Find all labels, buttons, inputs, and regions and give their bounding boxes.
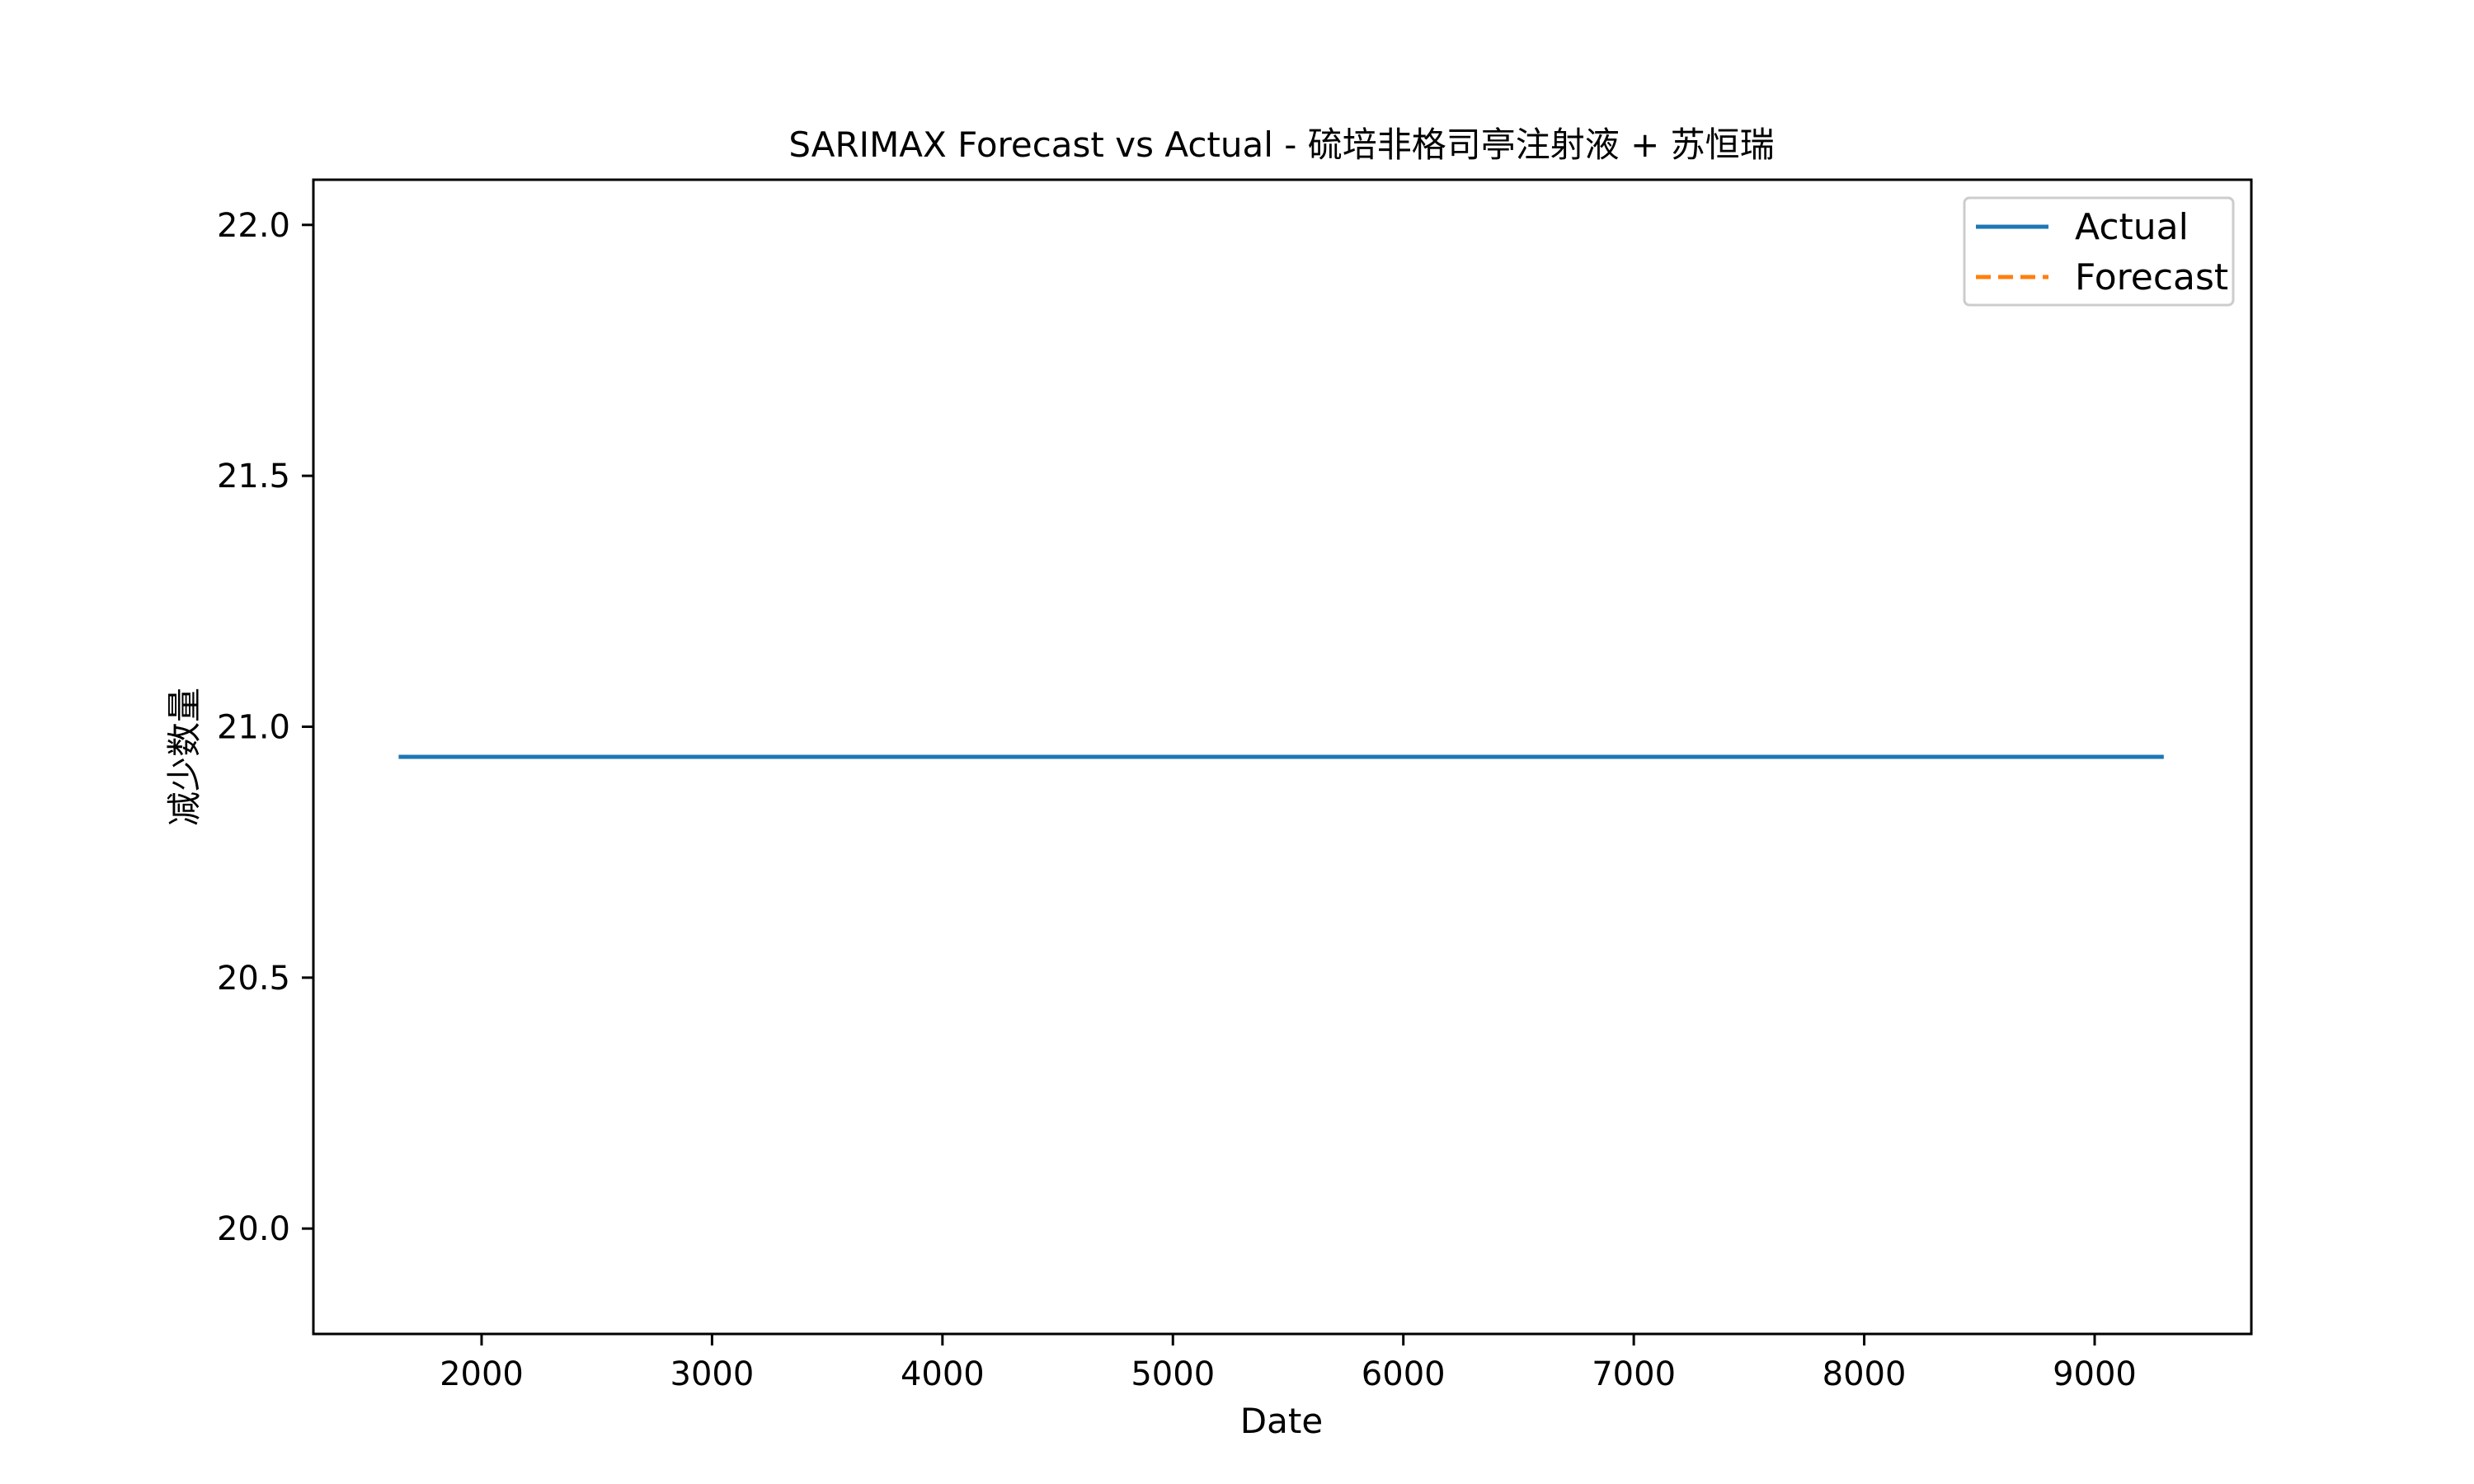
- x-tick-label: 6000: [1362, 1355, 1446, 1393]
- x-tick-label: 3000: [670, 1355, 755, 1393]
- x-tick-label: 7000: [1592, 1355, 1676, 1393]
- x-tick-label: 2000: [440, 1355, 524, 1393]
- y-tick-label: 20.5: [217, 960, 290, 998]
- legend-actual-label: Actual: [2075, 206, 2189, 248]
- x-tick-label: 4000: [901, 1355, 985, 1393]
- y-tick-label: 21.5: [217, 458, 290, 495]
- legend-forecast-label: Forecast: [2075, 256, 2228, 298]
- x-tick-label: 8000: [1823, 1355, 1907, 1393]
- legend: Actual Forecast: [1963, 196, 2235, 307]
- x-axis-label: Date: [1240, 1401, 1323, 1441]
- y-axis-label: 减少数量: [164, 688, 205, 826]
- x-tick-label: 5000: [1131, 1355, 1215, 1393]
- x-tick-label: 9000: [2053, 1355, 2137, 1393]
- y-axis-ticks: 20.0 20.5 21.0 21.5 22.0: [217, 207, 313, 1248]
- y-tick-label: 21.0: [217, 708, 290, 746]
- y-tick-label: 22.0: [217, 207, 290, 245]
- x-axis-ticks: 2000 3000 4000 5000 6000 7000 8000 9000: [440, 1334, 2137, 1393]
- chart-title: SARIMAX Forecast vs Actual - 硫培非格司亭注射液 +…: [788, 124, 1774, 165]
- y-tick-label: 20.0: [217, 1210, 290, 1248]
- plot-frame: [312, 178, 2253, 1336]
